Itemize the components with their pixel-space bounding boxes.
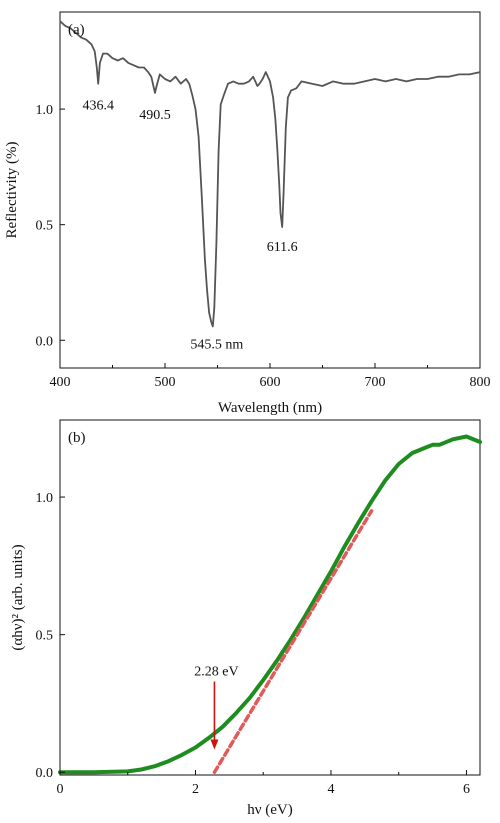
- panel-b-plot-frame: [59, 419, 481, 776]
- panel-b-linear-fit-line: [212, 509, 374, 774]
- panel-a-x-axis-title: Wavelength (nm): [218, 400, 322, 416]
- panel-a-x-tick-label: 800: [470, 375, 491, 390]
- panel-b-band-gap-label: 2.28 eV: [194, 664, 238, 679]
- panel-b-x-tick-label: 2: [192, 782, 199, 797]
- panel-b-x-tick-label: 4: [327, 782, 334, 797]
- panel-b-x-tick-label: 6: [463, 782, 470, 797]
- panel-a-y-tick-label: 0.0: [36, 334, 54, 349]
- panel-a-x-tick-label: 600: [260, 375, 281, 390]
- panel-b-band-gap-arrow: [210, 681, 219, 750]
- panel-b-annotations: 2.28 eV: [194, 664, 238, 679]
- panel-a-reflectivity-chart: 400 500 600 700 800 0.0 0.5 1.0 436.4 490.5 545.5…: [4, 11, 491, 416]
- panel-a-ticks: 400 500 600 700 800 0.0 0.5 1.0: [36, 103, 491, 390]
- panel-a-x-tick-label: 400: [50, 375, 71, 390]
- panel-b-y-tick-label: 0.5: [36, 629, 54, 644]
- panel-a-peak-label: 611.6: [267, 240, 298, 255]
- panel-b-x-axis-title: hν (eV): [247, 802, 293, 818]
- panel-a-reflectivity-curve: [59, 20, 481, 328]
- panel-b-absorption-curve: [58, 434, 482, 775]
- panel-a-peak-label: 490.5: [139, 108, 171, 123]
- panel-a-y-tick-label: 1.0: [36, 103, 54, 118]
- panel-b-ticks: 0 2 4 6 0.0 0.5 1.0: [36, 491, 470, 797]
- panel-b-arrow-head: [210, 739, 219, 750]
- panel-a-x-tick-label: 500: [155, 375, 176, 390]
- panel-a-y-axis-title: Reflectivity (%): [4, 141, 20, 238]
- panel-a-label: (a): [68, 22, 85, 38]
- panel-a-x-tick-label: 700: [365, 375, 386, 390]
- panel-b-y-axis-title: (αhν)² (arb. units): [10, 544, 26, 650]
- panel-a-peak-label: 436.4: [82, 99, 114, 114]
- panel-b-y-tick-label: 1.0: [36, 491, 54, 506]
- panel-b-label: (b): [68, 430, 86, 446]
- panel-a-peak-label: 545.5 nm: [190, 337, 243, 352]
- panel-b-y-tick-label: 0.0: [36, 766, 54, 781]
- panel-b-x-tick-label: 0: [57, 782, 64, 797]
- panel-b-tauc-plot: 0 2 4 6 0.0 0.5 1.0 2.28 eV (b) hν (eV) (αhν)²…: [10, 419, 482, 818]
- panel-a-y-tick-label: 0.5: [36, 219, 54, 234]
- panel-a-annotations: 436.4 490.5 545.5 nm 611.6: [82, 99, 297, 353]
